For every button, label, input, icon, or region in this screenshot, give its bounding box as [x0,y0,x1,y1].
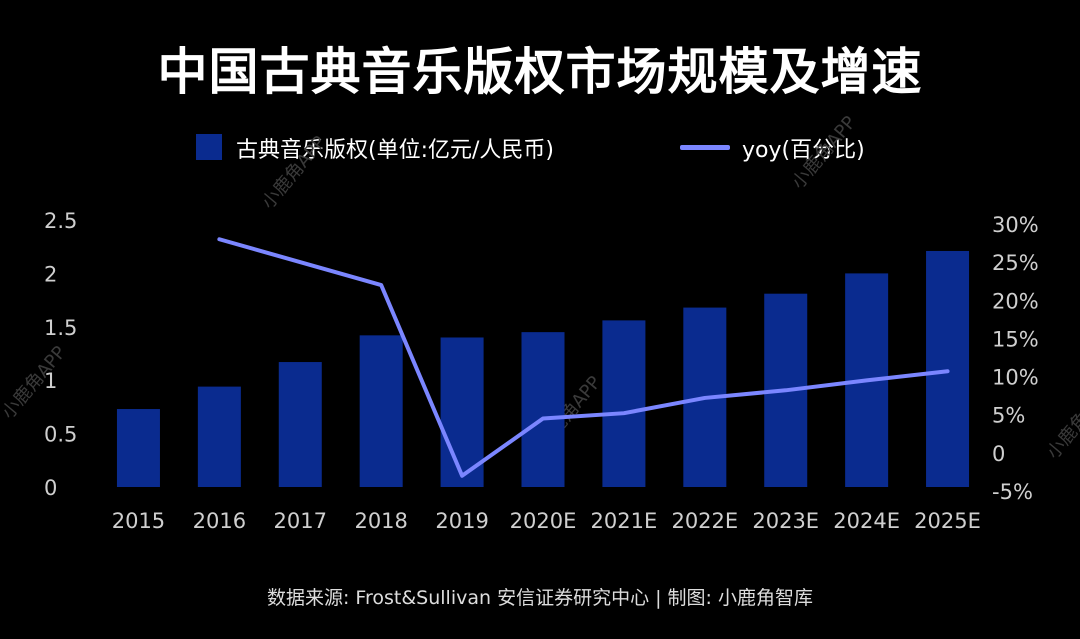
legend-bar-swatch [196,134,222,160]
bar [197,386,241,487]
watermark-text: 小鹿角APP [258,132,331,213]
bar [926,250,970,487]
watermark-text: 小鹿角APP [788,112,861,193]
y-right-tick-label: 10% [992,366,1039,390]
y-right-tick-label: 20% [992,289,1039,313]
x-tick-label: 2021E [591,509,658,533]
bar [521,332,565,487]
y-left-tick-label: 2.5 [44,209,77,233]
bar [278,362,322,487]
yoy-line [217,237,950,478]
legend-bar-label: 古典音乐版权(单位:亿元/人民币) [236,138,554,163]
x-tick-label: 2025E [914,509,981,533]
bar [602,320,646,487]
x-tick-label: 2024E [833,509,900,533]
legend-line-swatch [680,145,730,150]
y-left-tick-label: 0 [44,476,57,500]
x-tick-label: 2016 [193,509,246,533]
y-left-tick-label: 1 [44,369,57,393]
y-left-tick-label: 1.5 [44,316,77,340]
legend: 古典音乐版权(单位:亿元/人民币) yoy(百分比) [0,128,1080,168]
x-tick-label: 2015 [112,509,165,533]
y-right-tick-label: -5% [992,480,1033,504]
bar [116,409,160,487]
y-right-tick-label: 5% [992,404,1025,428]
watermark-text: 小鹿角APP [0,342,71,423]
legend-line-label: yoy(百分比) [742,138,865,163]
x-tick-label: 2019 [435,509,488,533]
bar [440,337,484,487]
x-tick-label: 2017 [274,509,327,533]
y-right-tick-label: 30% [992,213,1039,237]
bar [359,335,403,487]
y-left-tick-label: 2 [44,262,57,286]
y-right-tick-label: 15% [992,327,1039,351]
y-right-tick-label: 25% [992,251,1039,275]
x-tick-label: 2022E [671,509,738,533]
x-tick-label: 2018 [354,509,407,533]
y-right-tick-label: 0 [992,442,1005,466]
source-note: 数据来源: Frost&Sullivan 安信证券研究中心 | 制图: 小鹿角智… [266,587,813,609]
x-tick-label: 2020E [510,509,577,533]
y-left-tick-label: 0.5 [44,423,77,447]
chart-title: 中国古典音乐版权市场规模及增速 [157,43,923,101]
watermark-text: 小鹿角APP [1043,382,1080,463]
x-tick-label: 2023E [752,509,819,533]
